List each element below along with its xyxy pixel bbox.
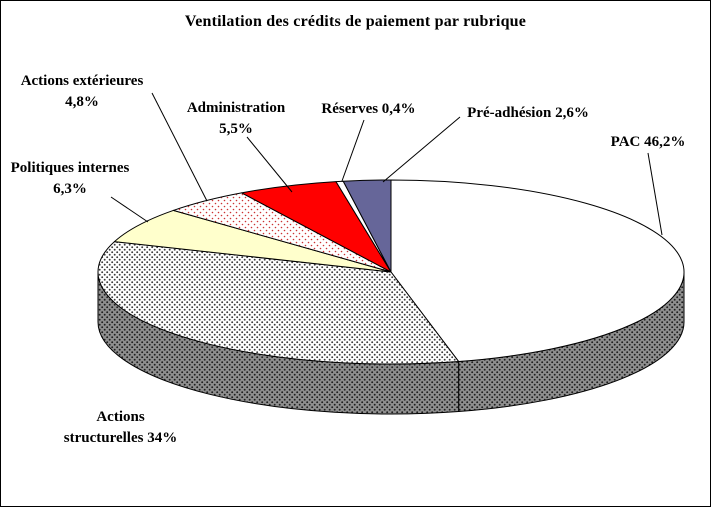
pie-slice-politiques [113,209,392,273]
leader-line-politiques [110,196,149,223]
leader-line-exterieures [151,92,208,202]
pie-slice-pac [390,179,685,363]
label-reserves: Réserves 0,4% [321,101,416,117]
label-politiques-internes: Politiques internes 6,3% [10,160,130,197]
leader-line-administration [246,136,293,193]
label-pre-adhesion: Pré-adhésion 2,6% [467,105,589,121]
pie-slice-structurelles [97,241,460,365]
label-pac: PAC 46,2% [610,134,686,150]
leader-line-reserves [341,119,365,182]
leader-line-preadhesion [382,116,461,183]
label-actions-structurelles: Actions structurelles 34% [63,409,178,446]
label-actions-exterieures: Actions extérieures 4,8% [20,73,144,110]
label-administration: Administration 5,5% [186,100,286,137]
chart-title: Ventilation des crédits de paiement par … [184,13,527,30]
leader-line-pac [647,152,663,236]
pie-slice-preadhesion [342,179,392,273]
